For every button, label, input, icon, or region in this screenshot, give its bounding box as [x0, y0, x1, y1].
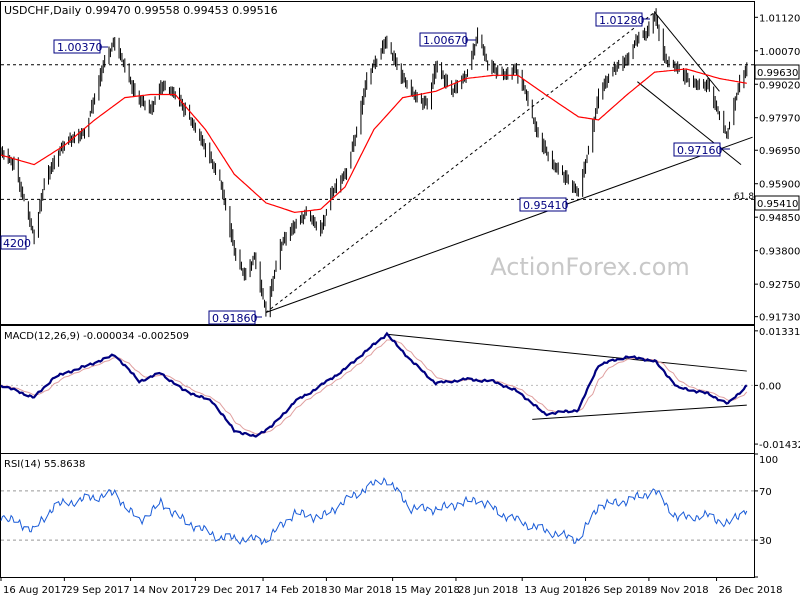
- x-tick-label: 14 Feb 2018: [265, 585, 327, 596]
- rsi-tick-label: 30: [759, 536, 772, 547]
- timeframe: Daily: [53, 4, 81, 17]
- x-tick-label: 9 Nov 2018: [651, 585, 709, 596]
- fib-618-label: 61.8: [734, 192, 754, 202]
- trendline-projection: [265, 11, 655, 313]
- price-tick-label: 1.01120: [759, 13, 800, 24]
- x-axis: 16 Aug 2017 29 Sep 2017 14 Nov 2017 29 Dec …: [0, 577, 783, 596]
- macd-signal-line: [0, 339, 748, 435]
- x-tick-label: 29 Dec 2017: [197, 585, 261, 596]
- trendline-channel-lower: [637, 81, 742, 165]
- price-tick-label: 0.94850: [759, 213, 800, 224]
- price-tick-label: 0.96950: [759, 146, 800, 157]
- macd-trendline: [532, 404, 747, 420]
- rsi-tick-label: 70: [759, 487, 772, 498]
- macd-line: [0, 331, 748, 438]
- svg-text:0.95410: 0.95410: [757, 199, 798, 210]
- price-candles: [0, 8, 748, 318]
- svg-text:0.99630: 0.99630: [757, 68, 798, 79]
- rsi-y-axis: 100 70 30: [754, 453, 778, 578]
- rsi-label: RSI(14) 55.8638: [4, 459, 85, 470]
- x-tick-label: 15 May 2018: [395, 585, 460, 596]
- trendline-rising-support: [265, 136, 753, 313]
- macd-tick-label: 0.00: [759, 381, 781, 392]
- svg-text:4200: 4200: [3, 237, 31, 250]
- x-tick-label: 30 Mar 2018: [328, 585, 391, 596]
- macd-panel-frame: [0, 325, 755, 454]
- chart-header: USDCHF,Daily 0.99470 0.99558 0.99453 0.99…: [4, 4, 278, 17]
- annotation-low-jan19: 0.97160: [673, 142, 730, 157]
- moving-average-line: [0, 68, 747, 214]
- price-tick-label: 0.92750: [759, 280, 800, 291]
- price-tick-label: 0.93800: [759, 247, 800, 258]
- price-tick-label: 0.95900: [759, 180, 800, 191]
- price-trendlines: [265, 11, 753, 313]
- x-tick-label: 26 Sep 2018: [588, 585, 651, 596]
- annotation-low-sep17: 4200: [0, 235, 31, 250]
- x-tick-label: 14 Nov 2017: [133, 585, 197, 596]
- svg-text:0.91860: 0.91860: [212, 312, 258, 325]
- macd-trendline: [386, 333, 747, 372]
- macd-tick-label: -0.014323: [759, 440, 800, 451]
- annotation-high-jul18: 1.00670: [419, 32, 476, 47]
- x-tick-label: 29 Sep 2017: [66, 585, 129, 596]
- svg-text:1.01280: 1.01280: [599, 14, 645, 27]
- macd-y-axis: 0.013319 0.00 -0.014323: [754, 327, 800, 451]
- x-tick-label: 13 Aug 2018: [524, 585, 588, 596]
- price-y-axis: 1.01120 1.00070 0.99020 0.97970 0.96950 0.959…: [754, 13, 800, 324]
- annotation-high-nov18: 1.01280: [595, 12, 650, 27]
- ohlc-values: 0.99470 0.99558 0.99453 0.99516: [85, 4, 277, 17]
- price-tick-label: 1.00070: [759, 47, 800, 58]
- macd-tick-label: 0.013319: [759, 327, 800, 338]
- watermark: ActionForex.com: [490, 253, 690, 281]
- symbol: USDCHF: [4, 4, 50, 17]
- rsi-tick-label: 100: [759, 455, 778, 466]
- price-tick-label: 0.99020: [759, 80, 800, 91]
- fib-level-tag: 0.95410: [754, 195, 800, 211]
- current-price-tag: 0.99630: [754, 64, 800, 80]
- x-tick-label: 16 Aug 2017: [3, 585, 67, 596]
- rsi-line: [0, 477, 748, 546]
- trendline-channel-upper: [654, 11, 720, 92]
- svg-text:1.00670: 1.00670: [423, 34, 469, 47]
- x-tick-label: 28 Jun 2018: [458, 585, 518, 596]
- svg-text:1.00370: 1.00370: [57, 41, 103, 54]
- macd-label: MACD(12,26,9) -0.000034 -0.002509: [4, 331, 189, 342]
- macd-trendlines: [1, 333, 754, 420]
- x-tick-label: 26 Dec 2018: [719, 585, 783, 596]
- annotation-high-nov17: 1.00370: [53, 39, 108, 54]
- svg-text:0.95410: 0.95410: [523, 199, 569, 212]
- svg-text:0.97160: 0.97160: [677, 144, 723, 157]
- price-tick-label: 0.91730: [759, 313, 800, 324]
- annotation-low-sep18: 0.95410: [519, 197, 569, 212]
- price-tick-label: 0.97970: [759, 114, 800, 125]
- rsi-panel-frame: [0, 453, 755, 578]
- annotation-low-feb18: 0.91860: [208, 310, 262, 325]
